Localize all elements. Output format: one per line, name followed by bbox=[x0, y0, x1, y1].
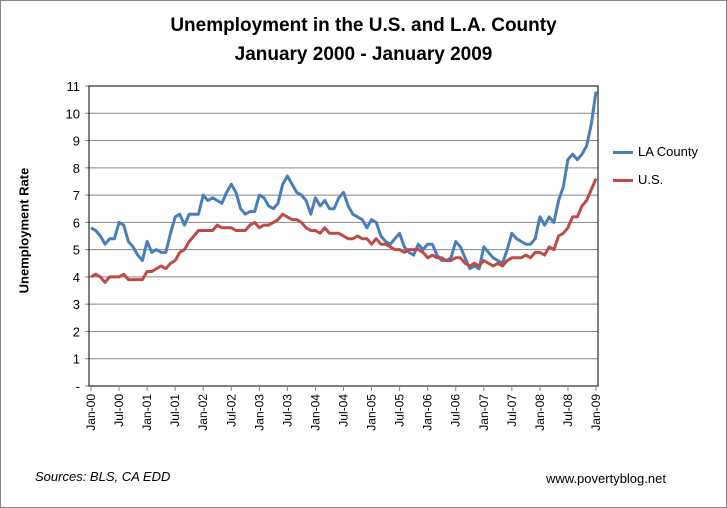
chart-title: Unemployment in the U.S. and L.A. County bbox=[170, 15, 557, 36]
x-tick-label: Jul-03 bbox=[280, 394, 294, 427]
legend-label: LA County bbox=[638, 144, 698, 159]
x-tick-label: Jul-08 bbox=[561, 394, 575, 427]
x-tick-label: Jul-07 bbox=[505, 394, 519, 427]
y-tick-label: 9 bbox=[73, 134, 80, 149]
series-line-us bbox=[90, 178, 598, 284]
y-tick-label: 2 bbox=[73, 324, 80, 339]
y-tick-label: 8 bbox=[73, 161, 80, 176]
y-tick-label: 10 bbox=[66, 106, 80, 121]
legend-swatch bbox=[613, 151, 633, 155]
legend-label: U.S. bbox=[638, 172, 664, 187]
x-tick-label: Jan-04 bbox=[308, 394, 322, 431]
legend-swatch bbox=[613, 179, 633, 183]
sources-note: Sources: BLS, CA EDD bbox=[35, 469, 171, 484]
x-tick-label: Jul-05 bbox=[393, 394, 407, 427]
x-tick-label: Jul-06 bbox=[449, 394, 463, 427]
site-url: www.povertyblog.net bbox=[546, 471, 666, 486]
x-tick-label: Jan-06 bbox=[421, 394, 435, 431]
x-tick-label: Jul-04 bbox=[337, 394, 351, 427]
x-tick-label: Jan-05 bbox=[365, 394, 379, 431]
legend-item-la-county: LA County bbox=[613, 144, 698, 159]
legend-item-us: U.S. bbox=[613, 172, 663, 187]
x-tick-label: Jan-01 bbox=[140, 394, 154, 431]
x-tick-label: Jan-00 bbox=[84, 394, 98, 431]
x-tick-label: Jul-01 bbox=[168, 394, 182, 427]
y-tick-label: 3 bbox=[73, 297, 80, 312]
x-tick-label: Jul-02 bbox=[224, 394, 238, 427]
x-tick-label: Jan-09 bbox=[589, 394, 603, 431]
x-tick-label: Jan-02 bbox=[196, 394, 210, 431]
y-tick-label: 11 bbox=[67, 79, 81, 94]
y-tick-label: 5 bbox=[73, 243, 80, 258]
y-tick-label: 1 bbox=[73, 352, 80, 367]
y-tick-label: 7 bbox=[73, 188, 80, 203]
y-tick-label: - bbox=[76, 379, 80, 394]
series-line-la-county bbox=[90, 91, 598, 271]
x-tick-label: Jul-00 bbox=[112, 394, 126, 427]
x-tick-label: Jan-03 bbox=[252, 394, 266, 431]
y-tick-label: 4 bbox=[73, 270, 80, 285]
chart-subtitle: January 2000 - January 2009 bbox=[234, 44, 493, 65]
x-tick-label: Jan-07 bbox=[477, 394, 491, 431]
y-tick-label: 6 bbox=[73, 215, 80, 230]
x-tick-label: Jan-08 bbox=[533, 394, 547, 431]
